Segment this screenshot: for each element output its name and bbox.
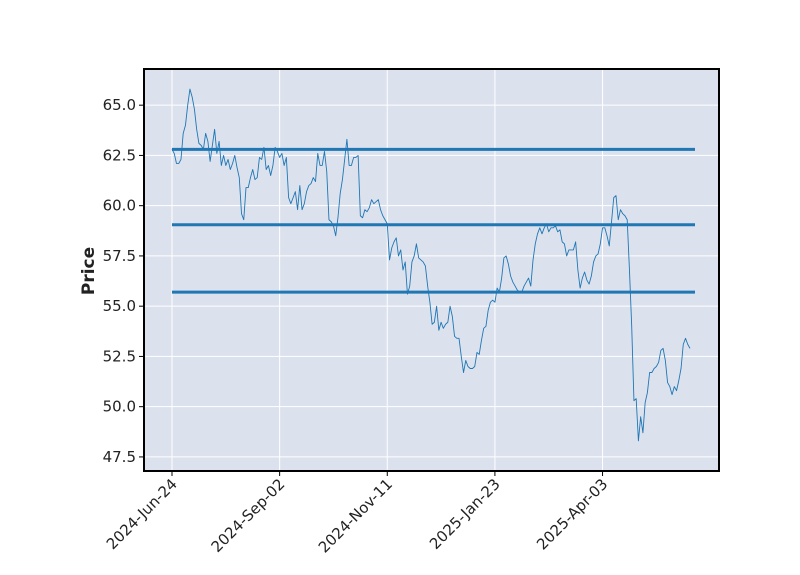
price-series <box>171 88 691 442</box>
price-line <box>171 88 691 442</box>
y-tick-label: 50.0 <box>103 398 136 416</box>
y-axis-ticks: 47.5 50.0 52.5 55.0 57.5 60.0 62.5 65.0 <box>103 96 144 466</box>
x-tick-label: 2025-Jan-23 <box>426 475 504 553</box>
y-tick-label: 55.0 <box>103 297 136 315</box>
y-tick-label: 52.5 <box>103 347 136 365</box>
x-tick-label: 2024-Jun-24 <box>103 475 181 553</box>
y-axis-title: Price <box>79 247 99 295</box>
y-tick-label: 60.0 <box>103 197 136 215</box>
x-tick-label: 2024-Sep-02 <box>208 475 289 556</box>
y-tick-label: 47.5 <box>103 448 136 466</box>
y-tick-label: 62.5 <box>103 146 136 164</box>
x-axis-ticks: 2024-Jun-24 2024-Sep-02 2024-Nov-11 2025-Ja… <box>103 471 611 556</box>
x-tick-label: 2024-Nov-11 <box>315 475 396 556</box>
y-tick-label: 57.5 <box>103 247 136 265</box>
plot-frame <box>143 68 720 472</box>
x-tick-label: 2025-Apr-03 <box>533 475 611 553</box>
plot-background <box>144 69 719 471</box>
gridlines <box>144 69 719 471</box>
horizontal-levels <box>172 147 695 294</box>
y-tick-label: 65.0 <box>103 96 136 114</box>
